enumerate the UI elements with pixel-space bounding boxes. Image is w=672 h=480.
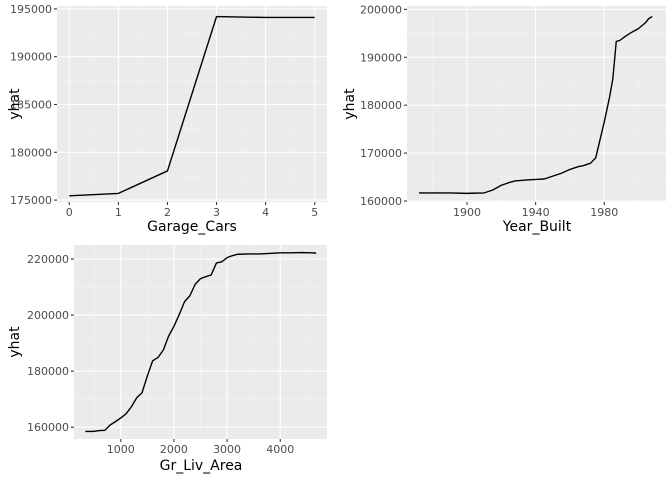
series-layer (85, 251, 317, 433)
grid-lines (74, 245, 327, 439)
panel-year-built: 1900 1940 1980 160000 170000 180000 190000 2000… (342, 3, 666, 235)
series-line (69, 15, 315, 197)
x-tick-label: 1000 (107, 443, 135, 456)
y-tick-label: 220000 (27, 253, 69, 266)
y-tick-label: 160000 (27, 421, 69, 434)
x-tick-label: 0 (66, 206, 73, 219)
x-tick-label: 3000 (213, 443, 241, 456)
series-layer (69, 15, 315, 197)
x-axis-title: Gr_Liv_Area (160, 458, 243, 474)
y-axis-title: yhat (7, 88, 23, 120)
y-tick-label: 200000 (360, 3, 402, 16)
y-axis-title: yhat (7, 326, 23, 358)
y-tick-label: 180000 (27, 365, 69, 378)
y-tick-label: 170000 (360, 147, 402, 160)
x-tick-label: 5 (311, 206, 318, 219)
y-tick-label: 180000 (360, 99, 402, 112)
grid-lines (57, 6, 327, 202)
y-tick-label: 185000 (10, 98, 52, 111)
y-tick-label: 160000 (360, 195, 402, 208)
y-tick-label: 200000 (27, 309, 69, 322)
x-axis-title: Garage_Cars (147, 219, 237, 235)
series-layer (419, 15, 653, 195)
x-tick-label: 2000 (160, 443, 188, 456)
panel-gr-liv-area: 1000 2000 3000 4000 160000 180000 200000 220000… (7, 245, 327, 474)
series-line (419, 15, 653, 195)
y-tick-label: 180000 (10, 146, 52, 159)
x-tick-label: 3 (213, 206, 220, 219)
axis-ticks: 1000 2000 3000 4000 160000 180000 200000 220000 (27, 253, 294, 456)
panel-garage-cars: 0 1 2 3 4 5 175000 180000 185000 190000 195000 Gar… (7, 3, 327, 235)
axis-ticks: 1900 1940 1980 160000 170000 180000 190000 2000… (360, 3, 618, 219)
y-tick-label: 190000 (10, 51, 52, 64)
x-tick-label: 2 (164, 206, 171, 219)
y-axis-title: yhat (342, 88, 358, 120)
x-tick-label: 4000 (266, 443, 294, 456)
x-tick-label: 1940 (522, 206, 550, 219)
grid-lines (407, 6, 666, 202)
x-tick-label: 1 (115, 206, 122, 219)
series-line (85, 251, 317, 433)
x-tick-label: 1980 (590, 206, 618, 219)
y-tick-label: 190000 (360, 51, 402, 64)
x-tick-label: 1900 (453, 206, 481, 219)
y-tick-label: 175000 (10, 194, 52, 207)
x-tick-label: 4 (262, 206, 269, 219)
x-axis-title: Year_Built (502, 219, 572, 235)
axis-ticks: 0 1 2 3 4 5 175000 180000 185000 190000 195000 (10, 3, 318, 219)
y-tick-label: 195000 (10, 3, 52, 16)
